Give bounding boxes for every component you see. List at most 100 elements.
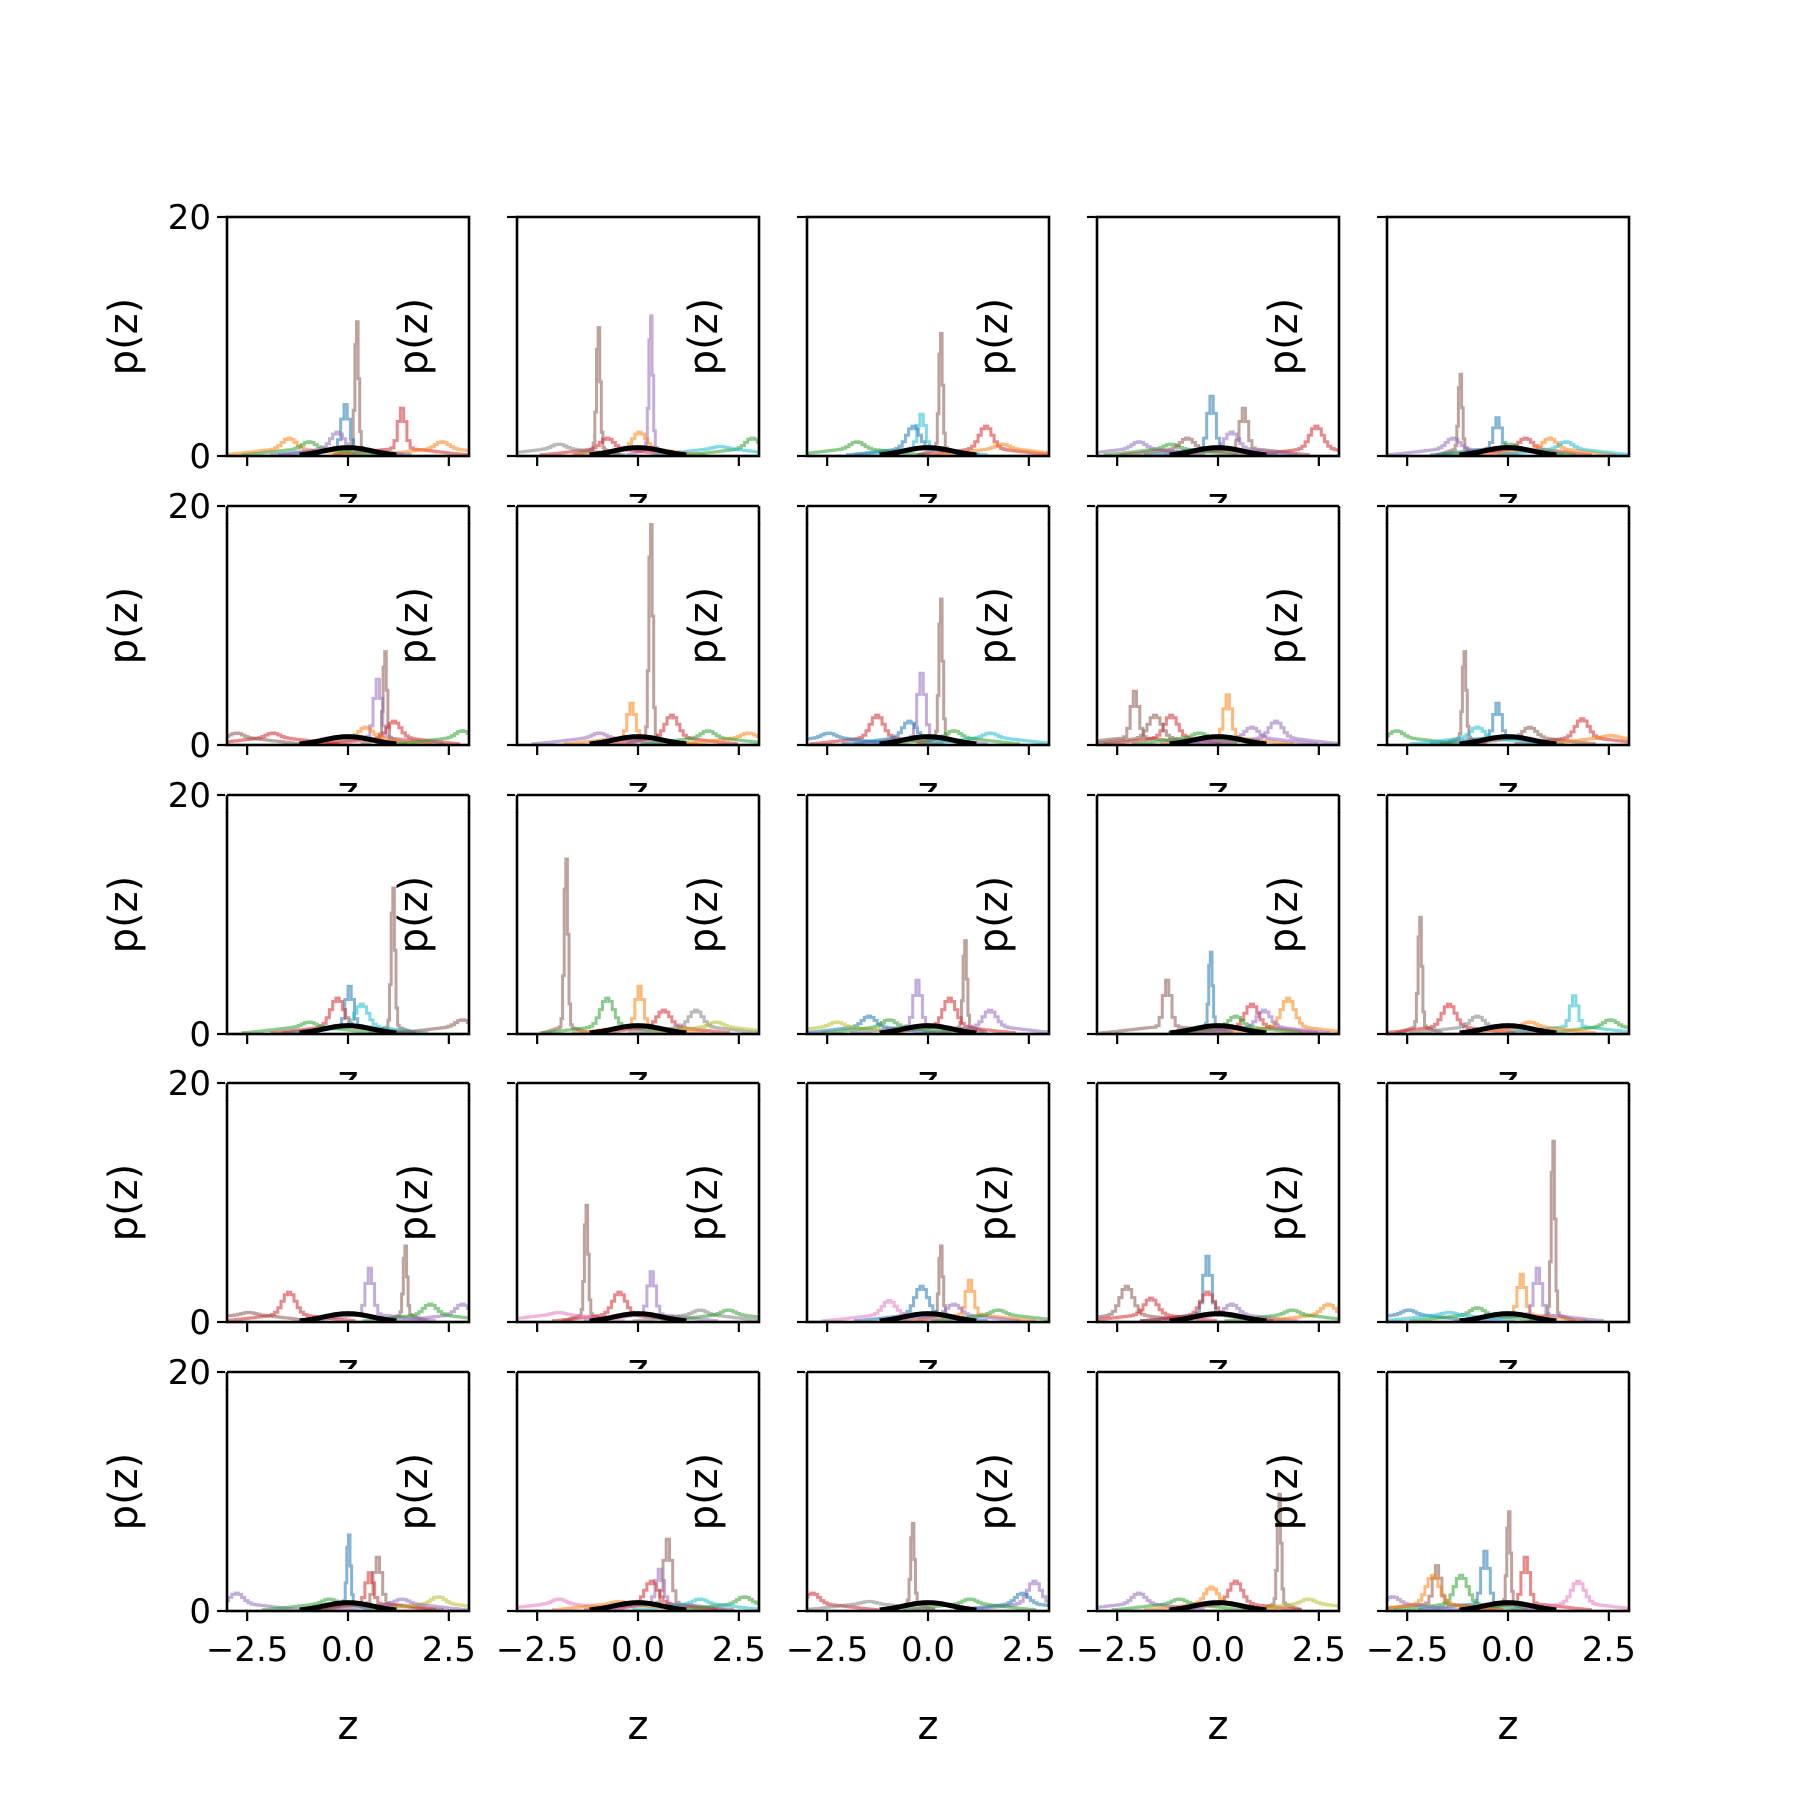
histogram-series-6 <box>241 440 376 456</box>
reference-density-line <box>299 445 397 456</box>
plot-area <box>807 331 1049 456</box>
y-tick-label: 0 <box>189 1303 211 1343</box>
reference-density-line <box>1459 734 1557 745</box>
plot-area <box>227 1533 469 1611</box>
histogram-series-4 <box>954 1591 1049 1611</box>
histogram-series-4 <box>1387 1308 1475 1322</box>
x-tick-label: 0.0 <box>611 1630 665 1670</box>
plot-area <box>1387 650 1629 745</box>
axes-top-mask <box>515 503 761 523</box>
subplot-r5-c5: −2.5 0.0 2.5 z p(z) <box>1261 1370 1636 1749</box>
y-tick-label: 20 <box>168 198 211 238</box>
histogram-series-1 <box>541 857 589 1034</box>
axes-frame <box>1385 504 1631 747</box>
histogram-series-6 <box>1184 725 1318 745</box>
reference-density-line <box>879 1600 977 1611</box>
histogram-series-4 <box>821 1299 956 1322</box>
histogram-series-4 <box>394 1302 469 1322</box>
histogram-series-6 <box>922 731 1049 745</box>
histogram-series-5 <box>1387 729 1463 745</box>
y-axis-label: p(z) <box>681 1164 727 1242</box>
histogram-series-5 <box>531 731 666 745</box>
plot-area <box>1387 1510 1629 1611</box>
reference-density-line <box>1459 1023 1557 1034</box>
histogram-series-1 <box>574 326 621 456</box>
axes-top-mask <box>1095 503 1341 523</box>
histogram-series-3 <box>227 1290 356 1322</box>
y-tick-label: 20 <box>168 1353 211 1393</box>
histogram-series-6 <box>394 729 469 745</box>
reference-density-line <box>1169 445 1267 456</box>
reference-density-line <box>879 1023 977 1034</box>
histogram-series-5 <box>676 1595 759 1611</box>
axes-top-mask <box>225 1369 471 1389</box>
x-tick-label: 2.5 <box>1002 1630 1056 1670</box>
y-axis-label: p(z) <box>391 1453 437 1531</box>
x-axis-label: z <box>1498 1703 1519 1749</box>
y-axis-label: p(z) <box>101 587 147 665</box>
y-axis-label: p(z) <box>1261 1453 1307 1531</box>
y-tick-label: 0 <box>189 726 211 766</box>
plot-area <box>227 320 469 456</box>
x-tick-label: −2.5 <box>206 1630 289 1670</box>
axes-top-mask <box>1385 1369 1631 1389</box>
x-tick-label: −2.5 <box>1076 1630 1159 1670</box>
plot-area <box>1099 950 1339 1034</box>
histogram-series-6 <box>241 1020 376 1034</box>
histogram-series-3 <box>326 719 461 745</box>
plot-area <box>539 857 759 1034</box>
axes-top-mask <box>515 1080 761 1100</box>
subplot-r5-c3: −2.5 0.0 2.5 z p(z) <box>681 1370 1056 1749</box>
reference-density-line <box>589 734 687 745</box>
y-axis-label: p(z) <box>681 876 727 954</box>
axes-top-mask <box>1095 1080 1341 1100</box>
histogram-series-6 <box>1498 440 1629 456</box>
subplot-r2-c2: zp(z) <box>391 504 761 815</box>
plot-area <box>807 1521 1049 1611</box>
axes-top-mask <box>1095 1369 1341 1389</box>
y-axis-label: p(z) <box>391 1164 437 1242</box>
axes-frame <box>1385 1081 1631 1324</box>
histogram-series-4 <box>1409 1014 1544 1034</box>
y-axis-label: p(z) <box>101 876 147 954</box>
plot-area <box>517 314 759 456</box>
histogram-series-5 <box>1196 1008 1331 1034</box>
histogram-series-1 <box>1528 1139 1576 1322</box>
x-tick-label: −2.5 <box>786 1630 869 1670</box>
y-tick-label: 0 <box>189 1015 211 1055</box>
y-tick-label: 0 <box>189 1592 211 1632</box>
y-tick-label: 20 <box>168 1064 211 1104</box>
histogram-series-7 <box>821 1018 956 1034</box>
histogram-series-4 <box>632 1308 759 1322</box>
y-axis-label: p(z) <box>971 298 1017 376</box>
plot-area <box>227 650 469 745</box>
x-tick-label: 0.0 <box>1481 1630 1535 1670</box>
histogram-series-6 <box>1111 1597 1246 1611</box>
x-tick-label: −2.5 <box>496 1630 579 1670</box>
reference-density-line <box>1459 445 1557 456</box>
histogram-series-1 <box>916 1244 964 1322</box>
histogram-series-7 <box>1387 1595 1459 1611</box>
reference-density-line <box>1459 1600 1557 1611</box>
reference-density-line <box>1169 1023 1267 1034</box>
axes-top-mask <box>1385 1080 1631 1100</box>
y-axis-label: p(z) <box>1261 876 1307 954</box>
plot-area <box>821 1244 1049 1322</box>
reference-density-line <box>589 445 687 456</box>
axes-top-mask <box>1095 792 1341 812</box>
y-axis-label: p(z) <box>391 876 437 954</box>
reference-density-line <box>589 1311 687 1322</box>
axes-top-mask <box>805 1369 1051 1389</box>
reference-density-line <box>1169 734 1267 745</box>
axes-top-mask <box>805 1080 1051 1100</box>
y-tick-label: 0 <box>189 437 211 477</box>
y-axis-label: p(z) <box>1261 587 1307 665</box>
histogram-series-1 <box>1440 650 1487 745</box>
histogram-series-6 <box>807 1599 936 1611</box>
y-axis-label: p(z) <box>681 1453 727 1531</box>
plot-area <box>227 1244 469 1322</box>
reference-density-line <box>1169 1600 1267 1611</box>
subplot-r1-c3: zp(z) <box>681 215 1051 526</box>
reference-density-line <box>879 734 977 745</box>
